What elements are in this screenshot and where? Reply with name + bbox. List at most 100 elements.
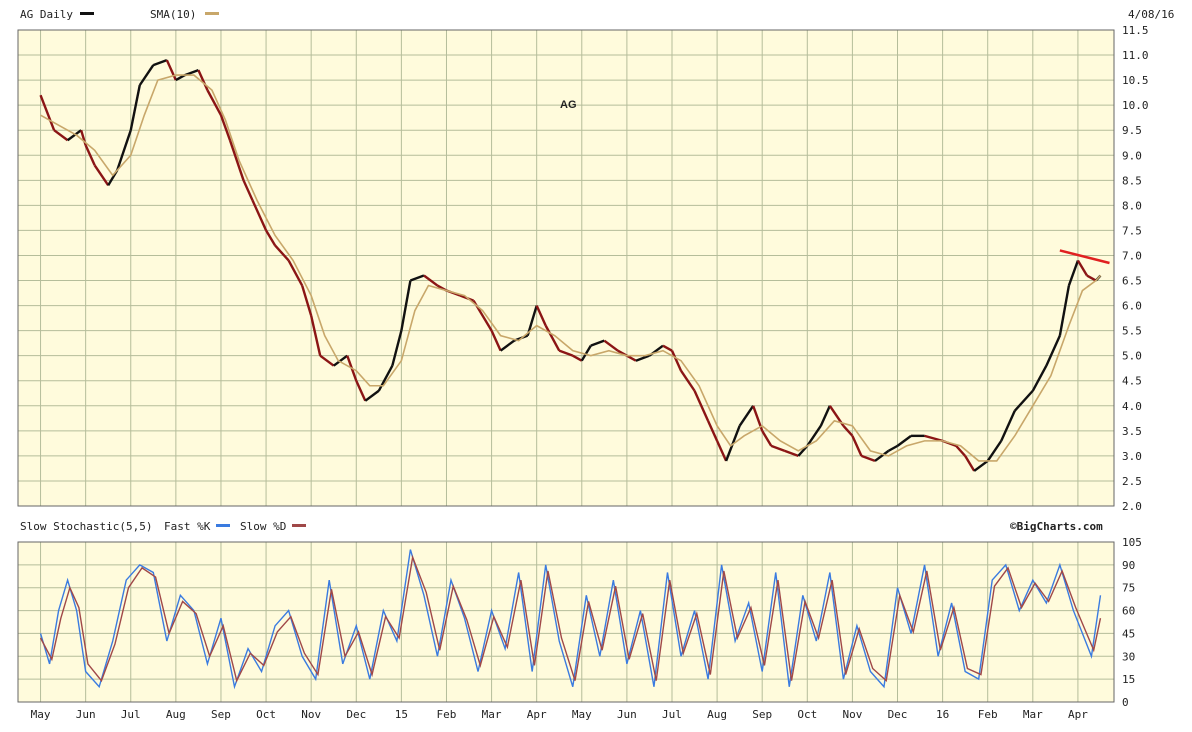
price-segment (53, 129, 69, 142)
y-tick-label: 60 (1122, 605, 1135, 618)
price-segment (761, 430, 773, 447)
x-tick-label: Dec (888, 708, 908, 721)
y-tick-label: 90 (1122, 559, 1135, 572)
price-segment (300, 285, 313, 316)
y-tick-label: 9.5 (1122, 124, 1142, 137)
price-segment (400, 280, 412, 331)
price-segment (1013, 389, 1034, 412)
price-segment (806, 425, 822, 447)
price-segment (986, 440, 1003, 462)
x-tick-label: Dec (346, 708, 366, 721)
price-segment (1000, 410, 1016, 442)
price-segment (409, 274, 425, 282)
price-segment (572, 354, 583, 362)
x-tick-label: Nov (301, 708, 321, 721)
symbol-annotation: AG (560, 99, 577, 111)
price-segment (535, 305, 547, 327)
y-tick-label: 75 (1122, 582, 1135, 595)
price-segment (391, 330, 403, 367)
y-tick-label: 15 (1122, 673, 1135, 686)
price-segment (738, 405, 755, 427)
stochastic-panel: 0 15 30 45 60 75 90 105 (17, 536, 1142, 709)
y-tick-label: 8.0 (1122, 199, 1142, 212)
x-axis: May Jun Jul Aug Sep Oct Nov Dec 15 Feb Mar Apr May Ju… (31, 708, 1089, 721)
x-tick-label: Aug (707, 708, 727, 721)
price-segment (955, 445, 967, 457)
price-segment (706, 420, 719, 442)
price-segment (228, 139, 245, 181)
price-segment (887, 444, 899, 452)
sma-legend-label: SMA(10) (150, 8, 196, 21)
price-segment (770, 444, 786, 453)
y-tick-label: 6.5 (1122, 275, 1142, 288)
price-segment (265, 229, 277, 247)
price-segment (1058, 285, 1071, 336)
y-tick-label: 7.0 (1122, 249, 1142, 262)
price-plot-border (17, 29, 1115, 507)
y-tick-label: 2.5 (1122, 475, 1142, 488)
price-legend: AG Daily SMA(10) 4/08/16 (20, 8, 1174, 21)
x-tick-label: Jul (121, 708, 141, 721)
y-tick-label: 2.0 (1122, 500, 1142, 513)
price-segment (1076, 259, 1088, 277)
y-tick-label: 5.5 (1122, 325, 1142, 338)
price-segment (165, 59, 177, 81)
price-series-group (39, 58, 1102, 472)
y-tick-label: 30 (1122, 650, 1135, 663)
y-tick-label: 0 (1122, 696, 1129, 709)
price-segment (197, 69, 209, 91)
credit-text: ©BigCharts.com (1010, 520, 1103, 533)
stochastic-plot-background (18, 542, 1114, 702)
x-tick-label: Mar (1023, 708, 1043, 721)
x-tick-label: May (31, 708, 51, 721)
sma-line (40, 74, 1102, 462)
price-segment (819, 405, 831, 427)
price-segment (896, 434, 912, 447)
price-segment (333, 354, 348, 367)
y-tick-label: 4.0 (1122, 400, 1142, 413)
fast-k-line (39, 549, 1102, 690)
price-segment (490, 330, 502, 352)
stochastic-title: Slow Stochastic(5,5) (20, 520, 152, 533)
price-segment (626, 354, 637, 362)
stochastic-series-group (39, 549, 1102, 690)
price-segment (1031, 365, 1048, 392)
y-tick-label: 10.5 (1122, 74, 1149, 87)
y-tick-label: 9.0 (1122, 149, 1142, 162)
x-tick-label: 15 (395, 708, 408, 721)
price-segment (1045, 335, 1061, 367)
y-tick-label: 3.5 (1122, 425, 1142, 438)
x-tick-label: Aug (166, 708, 186, 721)
symbol-legend-swatch (80, 12, 94, 15)
x-tick-label: Oct (256, 708, 276, 721)
price-segment (964, 455, 976, 472)
y-tick-label: 11.0 (1122, 49, 1149, 62)
price-segment (274, 244, 290, 262)
y-tick-label: 4.5 (1122, 375, 1142, 388)
price-segment (526, 305, 538, 336)
x-tick-label: Sep (211, 708, 231, 721)
y-tick-label: 3.0 (1122, 450, 1142, 463)
price-segment (355, 380, 367, 402)
sma-legend-swatch (205, 12, 219, 15)
price-segment (129, 84, 141, 131)
price-segment (84, 144, 96, 166)
price-segment (287, 259, 304, 287)
price-segment (973, 459, 989, 472)
slow-d-legend-swatch (292, 524, 306, 527)
x-tick-label: Feb (437, 708, 457, 721)
price-y-axis: 2.0 2.5 3.0 3.5 4.0 4.5 5.0 5.5 6.0 6.5 7.0 7.5 8.0 8… (1122, 24, 1149, 513)
price-segment (544, 325, 561, 352)
price-segment (377, 365, 394, 392)
price-segment (219, 114, 232, 141)
x-tick-label: Apr (1068, 708, 1088, 721)
slow-d-legend-label: Slow %D (240, 520, 286, 533)
y-tick-label: 6.0 (1122, 300, 1142, 313)
price-segment (693, 390, 710, 422)
x-tick-label: Feb (978, 708, 998, 721)
y-tick-label: 8.5 (1122, 174, 1142, 187)
price-segment (603, 339, 619, 352)
x-tick-label: Sep (752, 708, 772, 721)
price-segment (861, 454, 876, 463)
